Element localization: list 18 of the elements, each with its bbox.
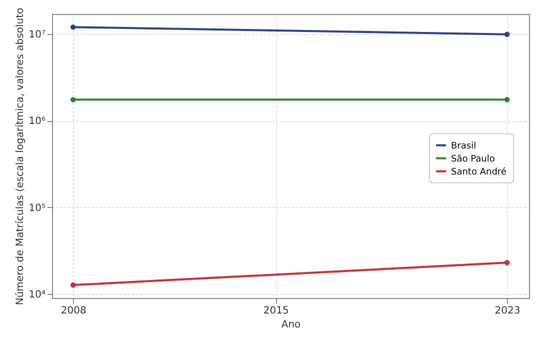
legend-label: São Paulo — [451, 154, 496, 164]
point — [504, 96, 510, 102]
x-axis-title: Ano — [281, 320, 301, 330]
y-axis-title: Número de Matrículas (escala logarítmica, valores absoluto — [14, 8, 26, 306]
x-tick-label: 2015 — [263, 306, 289, 316]
y-tick-label: 10⁶ — [28, 116, 46, 128]
legend-label: Santo André — [451, 166, 507, 178]
legend-label: Brasil — [451, 141, 476, 152]
point — [504, 32, 510, 37]
point — [70, 96, 76, 102]
x-tick-label: 2008 — [60, 306, 86, 316]
point — [70, 24, 76, 30]
y-tick-label: 10⁵ — [28, 202, 46, 214]
y-tick-label: 10⁷ — [28, 29, 46, 40]
y-tick-label: 10⁴ — [28, 290, 46, 301]
point — [70, 282, 76, 288]
x-tick-label: 2023 — [494, 306, 520, 316]
point — [504, 260, 510, 266]
